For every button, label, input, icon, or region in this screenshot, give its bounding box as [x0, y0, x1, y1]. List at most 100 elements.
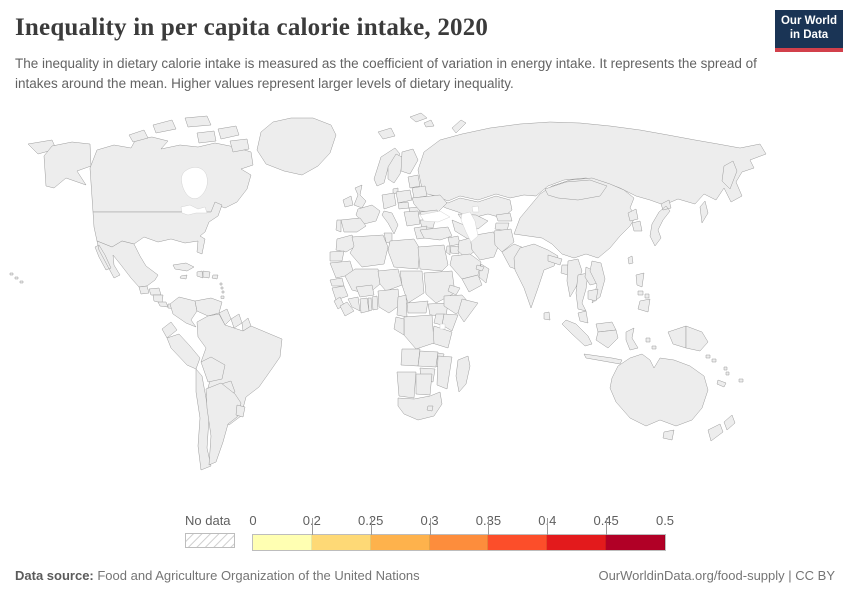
legend-bin[interactable] [370, 535, 430, 550]
country-guatemala[interactable] [138, 285, 150, 295]
country-dominican-republic[interactable] [202, 270, 211, 279]
country-botswana[interactable] [415, 373, 433, 396]
country-canada[interactable] [89, 136, 254, 213]
country-ivory-coast[interactable] [347, 296, 361, 312]
country-italy[interactable] [381, 210, 399, 235]
country-hawaii[interactable] [9, 272, 24, 284]
country-baltic-states[interactable] [407, 174, 421, 189]
country-czechia[interactable] [397, 201, 410, 210]
country-japan[interactable] [649, 199, 672, 247]
country-somalia[interactable] [457, 298, 479, 323]
country-iceland[interactable] [377, 127, 396, 140]
country-drc[interactable] [403, 314, 435, 350]
country-papua-new-guinea[interactable] [685, 325, 709, 352]
country-madagascar[interactable] [455, 355, 471, 393]
legend-no-data[interactable]: No data [185, 513, 237, 548]
country-trinidad[interactable] [220, 295, 225, 299]
country-canada-arctic-islands[interactable] [128, 115, 250, 153]
country-suriname[interactable] [230, 313, 243, 329]
country-lesser-antilles[interactable] [219, 282, 225, 294]
country-sulawesi[interactable] [625, 327, 639, 351]
country-burkina-faso[interactable] [355, 284, 375, 298]
country-peru[interactable] [166, 333, 201, 370]
country-tasmania[interactable] [662, 429, 675, 441]
country-spain[interactable] [340, 217, 367, 233]
country-turkey[interactable] [419, 226, 453, 241]
country-niger[interactable] [377, 268, 403, 292]
country-cameroon[interactable] [396, 294, 408, 318]
owid-link[interactable]: OurWorldinData.org/food-supply [598, 568, 785, 583]
country-libya[interactable] [387, 238, 421, 270]
country-argentina[interactable] [205, 382, 242, 466]
country-uganda[interactable] [433, 313, 445, 326]
country-jamaica[interactable] [179, 274, 188, 280]
country-uae[interactable] [475, 264, 485, 272]
legend-bin[interactable] [488, 535, 548, 550]
country-chile[interactable] [195, 368, 212, 471]
country-colombia[interactable] [169, 296, 198, 328]
country-mongolia[interactable] [544, 179, 608, 201]
country-moluccas[interactable] [645, 337, 657, 350]
legend-bin[interactable] [606, 535, 666, 550]
country-western-sahara[interactable] [329, 250, 345, 262]
country-myanmar[interactable] [566, 258, 583, 298]
country-uk[interactable] [353, 184, 367, 209]
country-taiwan[interactable] [627, 255, 634, 265]
country-honduras[interactable] [148, 287, 162, 296]
country-israel[interactable] [445, 245, 451, 256]
country-bolivia[interactable] [200, 356, 226, 383]
country-lesotho[interactable] [426, 405, 434, 412]
country-russia[interactable] [27, 119, 767, 224]
country-puerto-rico[interactable] [211, 274, 219, 280]
country-balkans[interactable] [403, 210, 421, 227]
country-new-caledonia[interactable] [716, 379, 727, 388]
country-portugal[interactable] [335, 219, 342, 233]
country-india[interactable] [513, 243, 559, 309]
country-togo[interactable] [367, 297, 373, 312]
country-syria[interactable] [447, 235, 461, 247]
country-eritrea[interactable] [447, 284, 461, 296]
country-fiji[interactable] [738, 378, 744, 383]
country-haiti[interactable] [196, 270, 204, 279]
country-afghanistan[interactable] [493, 228, 515, 253]
country-sumatra[interactable] [561, 319, 593, 347]
country-bangladesh[interactable] [560, 264, 569, 276]
country-new-zealand[interactable] [707, 414, 736, 442]
country-malaysia-peninsula[interactable] [577, 310, 589, 324]
country-australia[interactable] [609, 353, 709, 427]
country-ecuador[interactable] [161, 321, 178, 339]
legend-bin[interactable] [311, 535, 371, 550]
country-cuba[interactable] [172, 262, 195, 272]
country-solomon-islands[interactable] [705, 354, 717, 363]
country-egypt[interactable] [417, 244, 449, 272]
country-kyrgyzstan[interactable] [495, 212, 513, 222]
country-liberia[interactable] [339, 301, 355, 317]
country-germany[interactable] [381, 192, 397, 210]
country-cambodia[interactable] [587, 288, 599, 302]
country-costa-rica[interactable] [157, 301, 169, 308]
country-svalbard[interactable] [409, 112, 435, 128]
country-france[interactable] [355, 204, 381, 225]
country-north-korea[interactable] [627, 208, 639, 222]
country-sweden[interactable] [387, 153, 405, 184]
country-angola[interactable] [400, 348, 421, 367]
owid-logo[interactable]: Our World in Data [775, 10, 843, 52]
country-poland[interactable] [395, 189, 413, 204]
country-morocco[interactable] [335, 234, 357, 253]
country-namibia[interactable] [396, 371, 417, 399]
country-yemen[interactable] [461, 274, 483, 293]
country-ghana[interactable] [359, 297, 370, 314]
country-nepal[interactable] [547, 254, 563, 266]
country-benin[interactable] [371, 295, 379, 311]
country-greenland[interactable] [256, 117, 337, 176]
country-iran[interactable] [469, 231, 501, 261]
country-indonesia-borneo[interactable] [595, 329, 619, 349]
country-vanuatu[interactable] [723, 366, 730, 376]
country-alaska[interactable] [43, 141, 92, 189]
country-ireland[interactable] [342, 195, 354, 208]
country-finland[interactable] [400, 148, 419, 175]
country-belarus[interactable] [411, 185, 428, 199]
legend-bin[interactable] [429, 535, 489, 550]
country-philippines[interactable] [635, 272, 651, 313]
country-south-africa[interactable] [397, 391, 443, 421]
